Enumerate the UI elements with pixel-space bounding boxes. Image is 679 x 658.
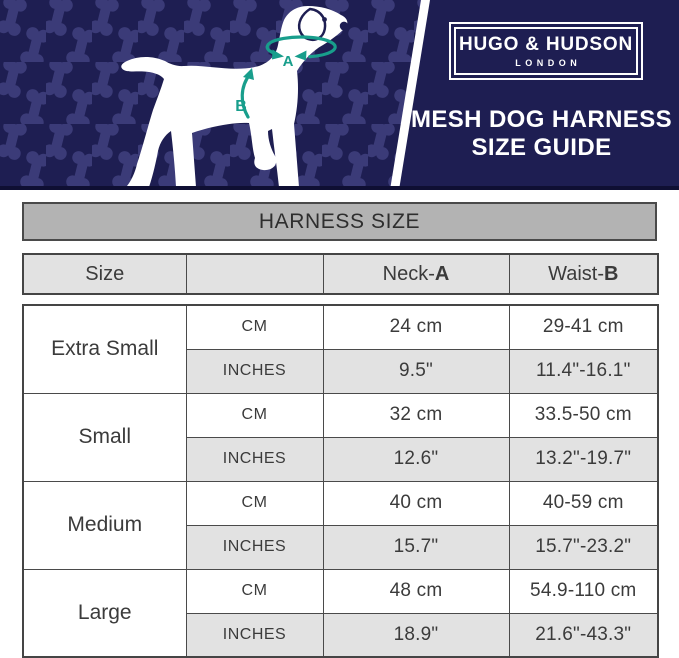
brand-logo-inner-frame: HUGO & HUDSON LONDON [454,27,638,75]
size-name-large: Large [22,568,187,658]
brand-city: LONDON [515,58,582,68]
dog-measurement-diagram: A B [121,6,349,187]
dog-silhouette [121,6,348,187]
dog-eye [322,17,327,22]
table-row: Large CM 48 cm 54.9-110 cm [22,568,659,658]
column-header-row: Size Neck-A Waist-B [22,253,659,295]
unit-label-inches: INCHES [185,524,324,570]
header-banner: A B HUGO & HUDSON LONDON MESH DOG HARNES… [0,0,679,190]
header-bottom-border [0,186,679,190]
header-illustration: A B [0,0,679,190]
waist-label: B [235,98,247,115]
size-table: Extra Small CM 24 cm 29-41 cm INCHES 9.5… [22,304,659,658]
table-row: Small CM 32 cm 33.5-50 cm [22,392,659,482]
brand-logo: HUGO & HUDSON LONDON [449,22,643,80]
unit-label-inches: INCHES [185,348,324,394]
neck-arrowhead-left [272,49,284,60]
page-title-line1: MESH DOG HARNESS [410,106,673,133]
col-header-neck: Neck-A [322,253,510,295]
unit-label-cm: CM [185,568,324,614]
neck-measure-collar [265,35,337,59]
size-name-small: Small [22,392,187,482]
value-waist-inches: 21.6"-43.3" [508,612,659,658]
value-neck-inches: 15.7" [322,524,510,570]
value-waist-cm: 33.5-50 cm [508,392,659,438]
value-neck-inches: 9.5" [322,348,510,394]
value-waist-inches: 11.4"-16.1" [508,348,659,394]
value-waist-inches: 15.7"-23.2" [508,524,659,570]
table-row: Extra Small CM 24 cm 29-41 cm [22,304,659,394]
brand-name: HUGO & HUDSON [458,34,633,55]
dog-nose [339,21,349,31]
page-title-line2: SIZE GUIDE [471,134,612,162]
harness-size-banner: HARNESS SIZE [22,202,657,241]
value-neck-inches: 18.9" [322,612,510,658]
value-neck-cm: 32 cm [322,392,510,438]
table-row: Medium CM 40 cm 40-59 cm [22,480,659,570]
unit-label-cm: CM [185,480,324,526]
value-neck-inches: 12.6" [322,436,510,482]
col-header-waist: Waist-B [508,253,659,295]
col-header-size: Size [22,253,187,295]
size-table-column-headers: Size Neck-A Waist-B [22,253,659,295]
value-waist-cm: 29-41 cm [508,304,659,350]
unit-label-inches: INCHES [185,436,324,482]
size-name-extra-small: Extra Small [22,304,187,394]
value-waist-inches: 13.2"-19.7" [508,436,659,482]
harness-size-banner-label: HARNESS SIZE [258,209,421,233]
unit-label-inches: INCHES [185,612,324,658]
size-name-medium: Medium [22,480,187,570]
value-neck-cm: 48 cm [322,568,510,614]
value-waist-cm: 40-59 cm [508,480,659,526]
value-waist-cm: 54.9-110 cm [508,568,659,614]
unit-label-cm: CM [185,392,324,438]
page-title: MESH DOG HARNESS SIZE GUIDE [404,106,679,163]
neck-arrowhead-right [294,50,307,61]
unit-label-cm: CM [185,304,324,350]
waist-arrowhead [243,68,254,80]
col-header-unit [185,253,324,295]
diagonal-divider [390,0,430,190]
neck-label: A [283,53,294,70]
value-neck-cm: 40 cm [322,480,510,526]
value-neck-cm: 24 cm [322,304,510,350]
